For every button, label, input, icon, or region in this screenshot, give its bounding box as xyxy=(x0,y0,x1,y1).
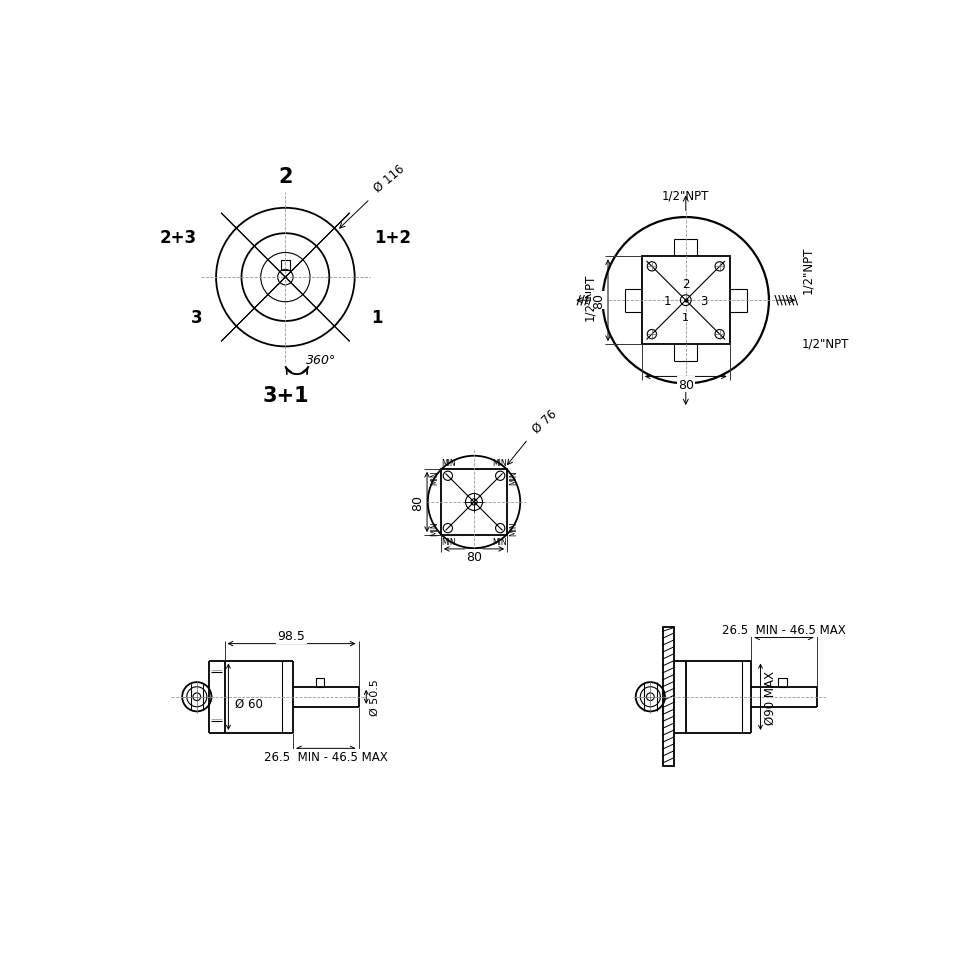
Text: MIN: MIN xyxy=(509,520,517,535)
Text: 1+2: 1+2 xyxy=(373,229,411,247)
Text: 26.5  MIN - 46.5 MAX: 26.5 MIN - 46.5 MAX xyxy=(264,751,388,764)
Text: Ø 60: Ø 60 xyxy=(235,697,263,709)
Text: 3: 3 xyxy=(190,309,202,327)
Text: 1/2"NPT: 1/2"NPT xyxy=(800,336,848,350)
Text: MIN: MIN xyxy=(509,470,517,484)
Text: 80: 80 xyxy=(411,494,423,511)
Bar xyxy=(777,678,786,687)
Text: 3+1: 3+1 xyxy=(262,386,308,405)
Text: 2: 2 xyxy=(681,277,689,291)
Text: 1/2"NPT: 1/2"NPT xyxy=(582,273,595,321)
Text: MIN: MIN xyxy=(441,458,455,468)
Text: 3: 3 xyxy=(700,295,707,307)
Text: 2+3: 2+3 xyxy=(160,229,197,247)
Bar xyxy=(641,257,729,345)
Text: 1/2"NPT: 1/2"NPT xyxy=(662,190,708,203)
Bar xyxy=(316,678,324,687)
Text: 2: 2 xyxy=(278,167,293,187)
Text: 360°: 360° xyxy=(306,354,336,366)
Text: MIN: MIN xyxy=(441,537,455,547)
Bar xyxy=(441,469,507,536)
Text: Ø90 MAX: Ø90 MAX xyxy=(763,670,776,724)
Text: 80: 80 xyxy=(465,550,482,564)
Text: Ø 76: Ø 76 xyxy=(529,407,558,436)
Text: 98.5: 98.5 xyxy=(277,630,305,642)
Text: 80: 80 xyxy=(592,293,605,309)
Text: MIN: MIN xyxy=(491,458,506,468)
Text: 80: 80 xyxy=(677,378,693,391)
Text: 1/2"NPT: 1/2"NPT xyxy=(800,246,813,294)
Bar xyxy=(281,261,290,271)
Text: MIN: MIN xyxy=(430,520,439,535)
Text: 1: 1 xyxy=(663,295,671,307)
Text: 1: 1 xyxy=(371,309,383,327)
Text: 1: 1 xyxy=(681,313,689,323)
Text: Ø 116: Ø 116 xyxy=(371,162,407,195)
Text: MIN: MIN xyxy=(430,470,439,484)
Text: Ø 50.5: Ø 50.5 xyxy=(369,678,379,715)
Text: 26.5  MIN - 46.5 MAX: 26.5 MIN - 46.5 MAX xyxy=(721,624,845,637)
Bar xyxy=(662,628,673,766)
Text: MIN: MIN xyxy=(491,537,506,547)
